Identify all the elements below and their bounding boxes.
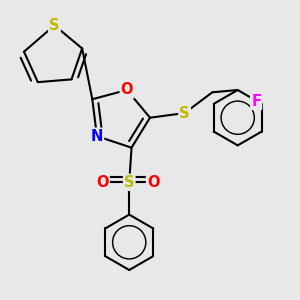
Text: S: S [179,106,190,121]
Text: N: N [91,129,103,144]
Text: O: O [121,82,133,98]
Text: O: O [96,175,109,190]
Text: O: O [147,175,160,190]
Text: S: S [49,18,60,33]
Text: F: F [251,94,261,109]
Text: S: S [124,175,134,190]
